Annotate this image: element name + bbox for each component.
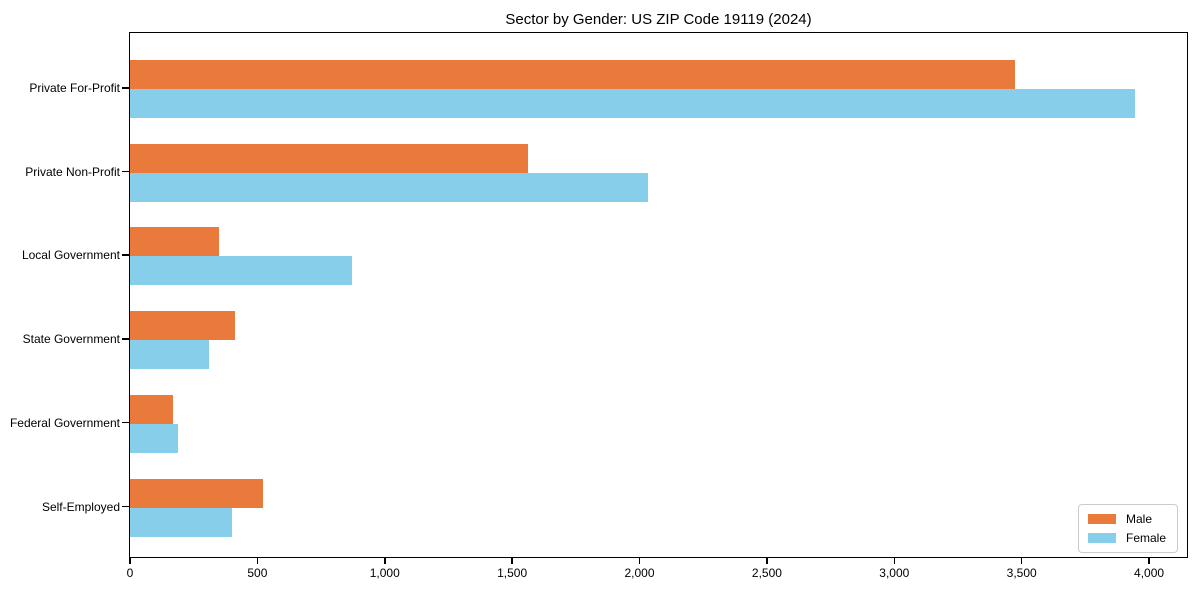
y-axis-label: Private For-Profit (29, 81, 120, 95)
x-tick-mark (511, 558, 513, 564)
x-tick-mark (1020, 558, 1023, 564)
legend-item-female: Female (1087, 531, 1166, 545)
x-tick-mark (384, 558, 386, 564)
chart-title: Sector by Gender: US ZIP Code 19119 (202… (505, 11, 812, 28)
bar-female-3 (130, 256, 352, 286)
y-axis-label: Self-Employed (41, 499, 120, 514)
bar-female-5 (130, 423, 179, 453)
x-tick-label: 3,500 (1006, 566, 1037, 580)
x-tick-mark (1148, 558, 1150, 564)
x-tick-label: 1,500 (497, 566, 528, 580)
legend: Male Female (1077, 504, 1178, 553)
bar-female-4 (130, 340, 210, 370)
bar-male-2 (130, 143, 528, 173)
y-axis-label: Federal Government (9, 415, 120, 430)
y-tick-mark (122, 87, 129, 89)
bar-female-2 (130, 172, 648, 202)
legend-label-male: Male (1125, 512, 1152, 526)
x-tick-label: 4,000 (1134, 566, 1165, 580)
x-tick-label: 500 (247, 566, 268, 580)
bar-male-5 (130, 394, 174, 424)
y-axis-label: Local Government (21, 248, 120, 263)
bar-female-6 (130, 507, 232, 537)
y-axis-label: State Government (22, 332, 120, 347)
bar-female-1 (130, 89, 1135, 118)
y-tick-mark (122, 421, 129, 424)
x-tick-mark (129, 558, 131, 564)
y-tick-mark (122, 254, 129, 256)
bar-male-3 (130, 227, 220, 257)
y-axis-label: Private Non-Profit (25, 164, 120, 179)
bar-male-1 (130, 60, 1015, 89)
male-color-swatch (1087, 514, 1116, 524)
legend-item-male: Male (1087, 512, 1166, 526)
x-tick-label: 2,500 (751, 566, 782, 580)
x-tick-label: 1,000 (369, 566, 400, 580)
x-tick-label: 2,000 (624, 566, 655, 580)
bar-male-4 (130, 311, 235, 341)
legend-label-female: Female (1125, 531, 1166, 545)
y-tick-mark (122, 338, 129, 340)
x-tick-mark (893, 558, 896, 564)
x-tick-mark (256, 558, 259, 564)
y-tick-mark (122, 505, 129, 507)
x-tick-mark (766, 558, 768, 564)
x-tick-label: 3,000 (879, 566, 910, 580)
female-color-swatch (1087, 533, 1116, 543)
y-tick-mark (122, 170, 129, 173)
plot-area: Male Female (129, 32, 1188, 558)
x-tick-mark (638, 558, 641, 564)
bar-male-6 (130, 478, 263, 508)
x-tick-label: 0 (126, 566, 134, 580)
